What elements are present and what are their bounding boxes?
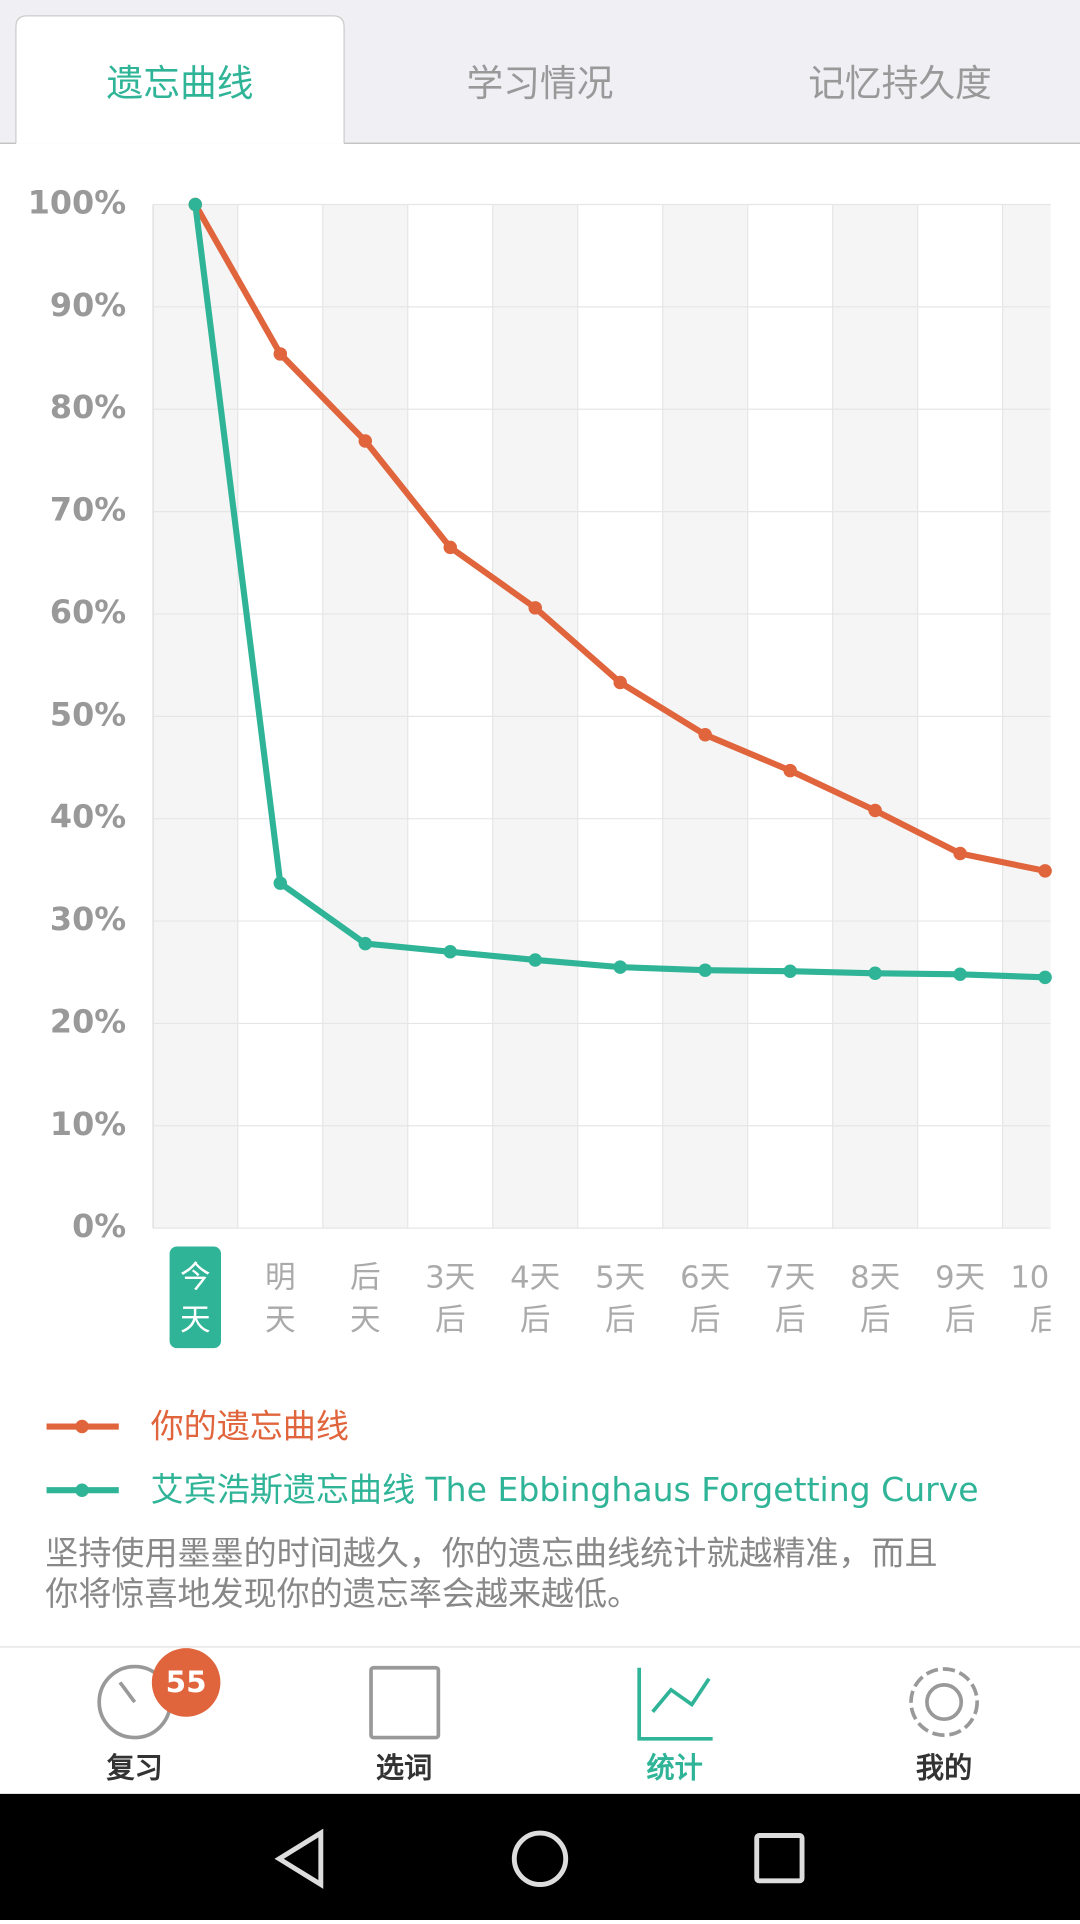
data-point [188, 197, 203, 212]
x-tick-label: 8天后 [850, 1260, 900, 1338]
y-tick-label: 30% [50, 900, 126, 938]
legend-swatch [75, 1483, 89, 1497]
data-point [698, 728, 712, 742]
data-point [443, 540, 457, 555]
y-tick-label: 20% [50, 1002, 126, 1040]
x-tick-label: 4天后 [510, 1260, 560, 1338]
y-tick-label: 70% [50, 491, 126, 529]
y-tick-label: 60% [50, 593, 126, 631]
data-point [613, 960, 627, 974]
tab[interactable]: 记忆持久度 [808, 62, 992, 105]
y-tick-label: 100% [28, 183, 126, 221]
badge [151, 1648, 221, 1717]
nav-icons [97, 1664, 979, 1741]
legend-label: 艾宾浩斯遗忘曲线 The Ebbinghaus Forgetting Curve [151, 1470, 979, 1509]
data-point [528, 953, 542, 967]
data-point [1038, 970, 1052, 985]
data-point [358, 936, 372, 951]
y-tick-label: 90% [50, 286, 126, 324]
y-tick-label: 50% [50, 695, 126, 733]
data-point [273, 347, 288, 361]
legend-label: 你的遗忘曲线 [151, 1406, 349, 1445]
data-point [953, 967, 967, 982]
y-tick-label: 40% [50, 798, 126, 836]
x-tick-label: 今天 [180, 1260, 211, 1338]
nav-item[interactable]: 统计 [647, 1751, 703, 1784]
icon-me [925, 1683, 964, 1722]
y-tick-label: 10% [50, 1105, 126, 1143]
legend-swatch [75, 1419, 89, 1434]
data-point [1038, 864, 1052, 878]
icon-stats [637, 1667, 713, 1741]
x-tick-label: 9天后 [935, 1260, 985, 1338]
nav-item[interactable]: 我的 [916, 1751, 972, 1784]
x-tick-label: 5天后 [595, 1260, 645, 1338]
data-point [613, 675, 627, 690]
data-point [783, 964, 797, 978]
data-point [528, 601, 542, 615]
description: 你将惊喜地发现你的遗忘率会越来越低。 [45, 1574, 640, 1613]
nav-item[interactable]: 复习 [107, 1751, 163, 1784]
badge-count: 55 [166, 1665, 207, 1699]
icon-me [909, 1667, 979, 1737]
y-tick-label: 80% [50, 388, 126, 426]
x-tick-label: 7天后 [765, 1260, 815, 1338]
icon-review [118, 1681, 137, 1704]
system-bar [0, 1793, 1080, 1920]
data-point [358, 434, 372, 448]
tab[interactable]: 学习情况 [467, 62, 614, 105]
x-tick-label: 后天 [350, 1260, 381, 1338]
description: 坚持使用墨墨的时间越久，你的遗忘曲线统计就越精准，而且 [45, 1534, 937, 1573]
data-point [868, 803, 882, 818]
y-tick-label: 0% [72, 1207, 126, 1245]
data-point [273, 876, 288, 890]
selected-day [169, 1246, 222, 1349]
x-tick-label: 10天后 [1010, 1260, 1080, 1338]
back-button[interactable] [274, 1828, 324, 1889]
nav-item[interactable]: 选词 [376, 1751, 432, 1784]
data-point [953, 846, 967, 861]
x-tick-label: 明天 [265, 1260, 296, 1338]
icon-stats [651, 1677, 711, 1714]
data-point [868, 966, 882, 981]
data-point [443, 945, 457, 959]
data-point [698, 963, 712, 977]
icon-words [369, 1665, 441, 1740]
x-tick-label: 3天后 [425, 1260, 475, 1338]
tab[interactable]: 遗忘曲线 [107, 62, 254, 105]
home-button[interactable] [511, 1830, 569, 1887]
active-tab [15, 15, 345, 144]
recent-button[interactable] [754, 1833, 805, 1884]
x-tick-label: 6天后 [680, 1260, 730, 1338]
data-point [783, 763, 797, 778]
system-buttons [274, 1828, 805, 1889]
